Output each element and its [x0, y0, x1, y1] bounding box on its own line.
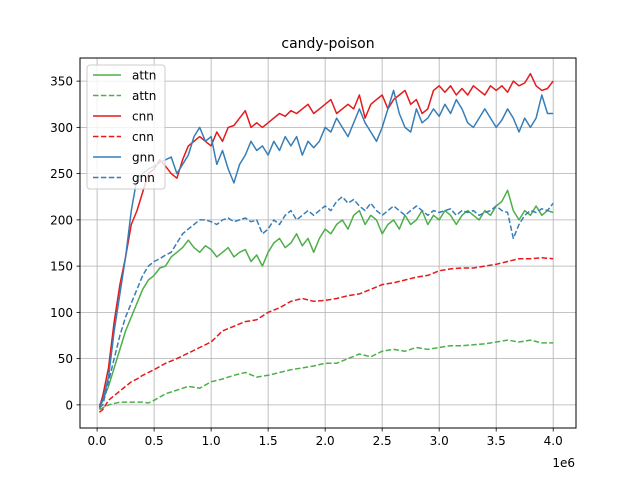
- grid: [80, 58, 576, 428]
- legend-label: attn: [132, 69, 156, 83]
- y-tick-label: 0: [65, 398, 73, 412]
- x-tick-label: 2.5: [373, 434, 392, 448]
- series-lines: [98, 72, 554, 413]
- x-tick-label: 3.0: [430, 434, 449, 448]
- series-line-gnn-dashed: [98, 196, 554, 409]
- legend-label: gnn: [132, 151, 155, 165]
- legend-label: cnn: [132, 130, 154, 144]
- x-tick-label: 4.0: [544, 434, 563, 448]
- y-tick-label: 50: [58, 352, 73, 366]
- x-offset-label: 1e6: [552, 456, 575, 470]
- x-tick-label: 1.5: [259, 434, 278, 448]
- series-line-cnn-solid: [98, 72, 554, 408]
- x-tick-label: 1.0: [202, 434, 221, 448]
- legend-label: attn: [132, 89, 156, 103]
- y-tick-label: 200: [50, 213, 73, 227]
- x-tick-label: 0.5: [145, 434, 164, 448]
- x-tick-label: 2.0: [316, 434, 335, 448]
- series-line-attn-dashed: [99, 339, 554, 411]
- y-tick-label: 350: [50, 75, 73, 89]
- legend-label: gnn: [132, 171, 155, 185]
- x-tick-label: 0.0: [88, 434, 107, 448]
- axis-ticks: 0.0 0.5 1.0 1.5 2.0 2.5 3.0 3.5 4.0 0 50 100 150 200 2…: [50, 75, 563, 448]
- y-tick-label: 150: [50, 260, 73, 274]
- series-line-attn-solid: [98, 189, 554, 410]
- plot-frame: [79, 57, 577, 429]
- legend-label: cnn: [132, 110, 154, 124]
- series-line-gnn-solid: [98, 89, 554, 406]
- legend: attn attn cnn cnn gnn gnn: [86, 64, 166, 190]
- y-tick-label: 250: [50, 167, 73, 181]
- x-tick-label: 3.5: [487, 434, 506, 448]
- y-tick-label: 100: [50, 306, 73, 320]
- series-line-cnn-dashed: [98, 257, 554, 413]
- y-tick-label: 300: [50, 121, 73, 135]
- legend-entries: attn attn cnn cnn gnn gnn: [93, 69, 156, 185]
- legend-frame: [86, 64, 166, 190]
- chart-title: candy-poison: [281, 36, 374, 52]
